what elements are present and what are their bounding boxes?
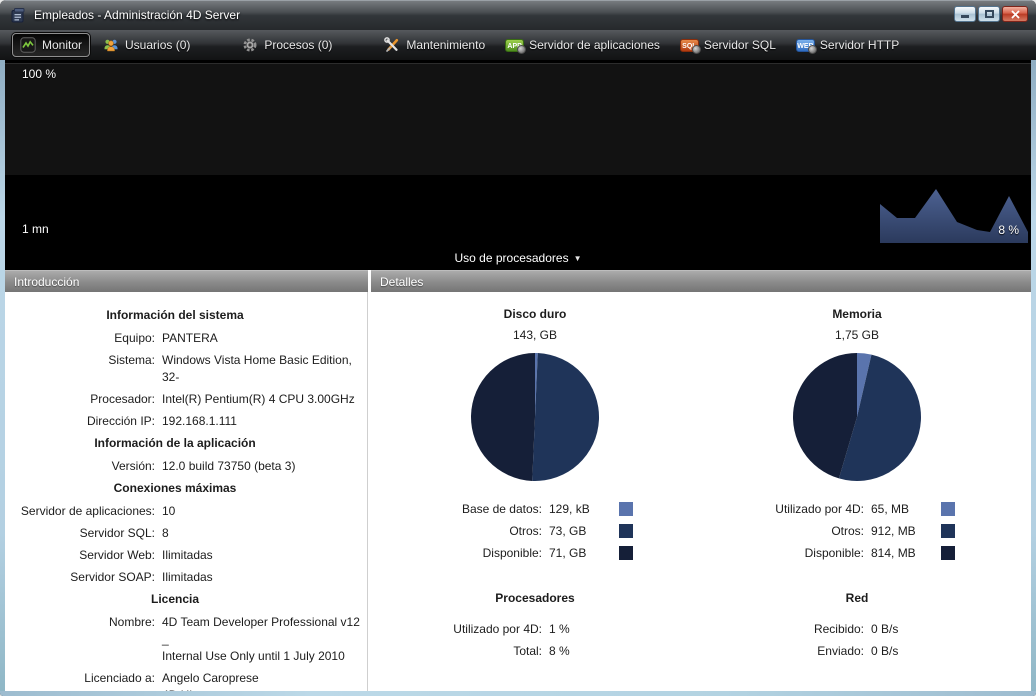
legend-swatch-database	[619, 502, 633, 516]
gear-icon	[242, 37, 259, 53]
memory-total: 1,75 GB	[834, 328, 880, 342]
window-controls	[954, 6, 1028, 22]
kv-row: Total: 8 %	[513, 644, 570, 658]
legend-swatch-disponible	[619, 546, 633, 560]
toolbar-item-label: Servidor SQL	[703, 38, 776, 52]
intro-panel: Información del sistema Equipo: PANTERA S…	[5, 292, 368, 691]
kv-row: Utilizado por 4D: 1 %	[453, 622, 570, 636]
network-heading: Red	[845, 591, 869, 605]
kv-row: Servidor de aplicaciones: 10	[20, 503, 176, 518]
monitor-icon	[20, 37, 37, 53]
toolbar-item-label: Servidor de aplicaciones	[529, 38, 660, 52]
close-icon	[1011, 10, 1019, 18]
legend-swatch-4d	[941, 502, 955, 516]
cpu-history-area-chart	[880, 188, 1028, 243]
toolbar-item-servidor-sql[interactable]: SQL Servidor SQL	[673, 35, 783, 55]
kv-row: Equipo: PANTERA	[114, 330, 218, 345]
graph-metric-selector[interactable]: Uso de procesadores ▼	[5, 250, 1031, 265]
kv-row: Servidor SOAP: Ilimitadas	[70, 569, 213, 584]
graph-plot-area	[5, 63, 1031, 175]
memory-stats-column: Memoria 1,75 GB Utilizado por 4D: 65, MB …	[696, 304, 1018, 691]
close-button[interactable]	[1002, 6, 1028, 22]
toolbar-item-label: Monitor	[42, 38, 83, 52]
legend-swatch-disponible	[941, 546, 955, 560]
kv-row: Enviado: 0 B/s	[817, 644, 899, 658]
details-panel-header: Detalles	[371, 270, 1031, 292]
kv-row: Licenciado a:Angelo Caroprese 4D Hispano	[84, 670, 259, 692]
window-border-left	[0, 60, 5, 691]
disk-legend: Base de datos: 129, kB Otros: 73, GB Dispo…	[374, 498, 696, 564]
section-heading: Conexiones máximas	[113, 481, 237, 495]
main-toolbar: Monitor Usuarios (0) Procesos (0)	[0, 30, 1036, 60]
legend-row: Disponible: 71, GB	[374, 542, 696, 564]
title-bar: Empleados - Administración 4D Server	[0, 0, 1036, 30]
memory-pie-chart	[792, 352, 922, 482]
tools-icon	[384, 37, 401, 53]
kv-row: Servidor Web: Ilimitadas	[79, 547, 213, 562]
network-section: Red Recibido: 0 B/s Enviado: 0 B/s	[696, 588, 1018, 662]
maximize-button[interactable]	[978, 6, 1000, 22]
graph-time-label: 1 mn	[22, 222, 49, 236]
kv-row: Dirección IP: 192.168.1.111	[86, 413, 237, 428]
section-heading: Información del sistema	[106, 308, 244, 322]
memory-title: Memoria	[832, 307, 882, 321]
kv-row: Sistema: Windows Vista Home Basic Edition…	[108, 352, 352, 384]
section-heading: Licencia	[150, 592, 200, 606]
graph-max-label: 100 %	[22, 67, 57, 81]
legend-row: Disponible: 814, MB	[696, 542, 1018, 564]
chevron-down-icon: ▼	[573, 253, 582, 263]
toolbar-item-label: Usuarios (0)	[125, 38, 191, 52]
window-border-right	[1031, 60, 1036, 691]
toolbar-item-servidor-aplicaciones[interactable]: APP Servidor de aplicaciones	[498, 35, 667, 55]
toolbar-item-mantenimiento[interactable]: Mantenimiento	[377, 34, 492, 56]
kv-row: Servidor SQL: 8	[79, 525, 169, 540]
toolbar-item-servidor-http[interactable]: WEB Servidor HTTP	[789, 35, 906, 55]
kv-row: Procesador: Intel(R) Pentium(R) 4 CPU 3.0…	[90, 391, 355, 406]
graph-current-value: 8 %	[998, 223, 1019, 237]
toolbar-item-label: Mantenimiento	[406, 38, 486, 52]
legend-row: Base de datos: 129, kB	[374, 498, 696, 520]
disk-stats-column: Disco duro 143, GB Base de datos: 129, kB…	[374, 304, 696, 691]
window-border-bottom	[0, 691, 1036, 696]
legend-swatch-otros	[619, 524, 633, 538]
disk-total: 143, GB	[512, 328, 558, 342]
users-icon	[103, 37, 120, 53]
details-panel: Disco duro 143, GB Base de datos: 129, kB…	[370, 292, 1031, 691]
toolbar-item-label: Servidor HTTP	[819, 38, 900, 52]
graph-metric-label: Uso de procesadores	[454, 251, 569, 265]
panel-headers: Introducción Detalles	[5, 270, 1031, 292]
toolbar-item-monitor[interactable]: Monitor	[12, 33, 91, 57]
toolbar-item-label: Procesos (0)	[264, 38, 333, 52]
legend-swatch-otros	[941, 524, 955, 538]
disk-title: Disco duro	[503, 307, 567, 321]
app-server-icon: APP	[505, 38, 527, 54]
kv-row: Versión: 12.0 build 73750 (beta 3)	[111, 458, 296, 473]
cpu-usage-graph: 100 % 1 mn 8 % Uso de procesadores ▼	[5, 60, 1031, 270]
maximize-icon	[984, 10, 994, 18]
app-icon	[10, 7, 27, 24]
toolbar-item-usuarios[interactable]: Usuarios (0)	[96, 34, 197, 56]
processors-heading: Procesadores	[495, 591, 575, 605]
sql-server-icon: SQL	[679, 38, 701, 54]
section-heading: Información de la aplicación	[94, 436, 256, 450]
kv-row: Nombre: 4D Team Developer Professional v1…	[108, 614, 360, 663]
legend-row: Otros: 912, MB	[696, 520, 1018, 542]
minimize-icon	[961, 15, 969, 18]
disk-pie-chart	[470, 352, 600, 482]
kv-row: Recibido: 0 B/s	[813, 622, 899, 636]
http-server-icon: WEB	[795, 38, 817, 54]
window-title: Empleados - Administración 4D Server	[34, 8, 241, 22]
legend-row: Utilizado por 4D: 65, MB	[696, 498, 1018, 520]
processors-section: Procesadores Utilizado por 4D: 1 % Total:…	[374, 588, 696, 662]
memory-legend: Utilizado por 4D: 65, MB Otros: 912, MB Di…	[696, 498, 1018, 564]
legend-row: Otros: 73, GB	[374, 520, 696, 542]
toolbar-item-procesos[interactable]: Procesos (0)	[235, 34, 339, 56]
intro-panel-header: Introducción	[5, 270, 368, 292]
minimize-button[interactable]	[954, 6, 976, 22]
